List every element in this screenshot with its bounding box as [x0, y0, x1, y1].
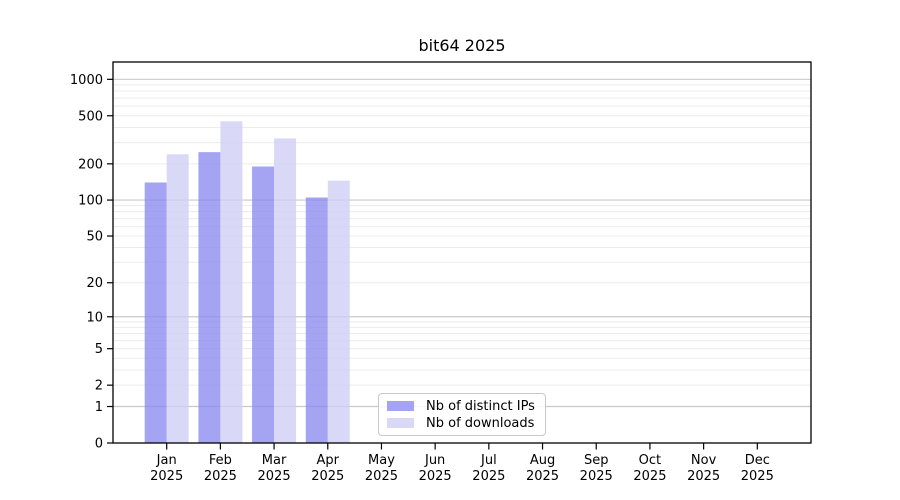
- x-tick-label-year: 2025: [580, 469, 613, 484]
- bar-distinct-ips: [252, 166, 275, 444]
- x-tick-label-year: 2025: [150, 469, 183, 484]
- bar-distinct-ips: [144, 182, 167, 443]
- chart-title: bit64 2025: [418, 36, 506, 55]
- bar-distinct-ips: [305, 197, 328, 443]
- y-tick-label: 5: [95, 342, 103, 357]
- x-tick-label-month: Aug: [530, 453, 555, 468]
- x-tick-label-year: 2025: [526, 469, 559, 484]
- x-tick-label-month: Dec: [745, 453, 770, 468]
- x-tick-label-year: 2025: [204, 469, 237, 484]
- bar-downloads: [327, 180, 350, 443]
- legend-swatch-downloads: [387, 418, 414, 428]
- y-tick-label: 50: [86, 230, 103, 245]
- x-tick-label-month: Jun: [424, 453, 445, 468]
- x-tick-label-year: 2025: [365, 469, 398, 484]
- bar-downloads: [166, 154, 189, 443]
- x-tick-label-year: 2025: [633, 469, 666, 484]
- y-tick-label: 100: [78, 194, 103, 209]
- x-tick-label-month: Apr: [317, 453, 340, 468]
- x-tick-label-year: 2025: [419, 469, 452, 484]
- bar-downloads: [274, 138, 297, 443]
- y-tick-label: 1000: [70, 73, 103, 88]
- x-tick-label-month: Sep: [584, 453, 609, 468]
- bar-distinct-ips: [198, 152, 221, 444]
- legend-item-distinct-ips: Nb of distinct IPs: [387, 400, 545, 413]
- legend-item-downloads: Nb of downloads: [387, 417, 545, 430]
- x-tick-label-month: Jan: [156, 453, 177, 468]
- x-tick-label-year: 2025: [687, 469, 720, 484]
- legend-label-downloads: Nb of downloads: [426, 415, 535, 431]
- y-tick-label: 1: [95, 400, 103, 415]
- legend-label-distinct-ips: Nb of distinct IPs: [426, 398, 535, 414]
- plot-border: [112, 61, 812, 444]
- y-tick-label: 10: [86, 310, 103, 325]
- legend-box: Nb of distinct IPs Nb of downloads: [378, 393, 546, 436]
- bar-downloads: [220, 121, 243, 444]
- x-tick-label-year: 2025: [311, 469, 344, 484]
- x-tick-label-month: Mar: [262, 453, 287, 468]
- legend-swatch-distinct-ips: [387, 401, 414, 411]
- x-tick-label-year: 2025: [472, 469, 505, 484]
- x-tick-label-month: Nov: [691, 453, 717, 468]
- y-tick-label: 0: [95, 437, 103, 452]
- y-tick-label: 2: [95, 379, 103, 394]
- x-tick-label-month: Jul: [480, 453, 497, 468]
- y-tick-label: 200: [78, 157, 103, 172]
- x-tick-label-month: Oct: [639, 453, 661, 468]
- x-tick-label-month: May: [368, 453, 395, 468]
- y-tick-label: 500: [78, 109, 103, 124]
- x-tick-label-year: 2025: [258, 469, 291, 484]
- x-tick-label-year: 2025: [741, 469, 774, 484]
- y-tick-label: 20: [86, 276, 103, 291]
- x-tick-label-month: Feb: [209, 453, 232, 468]
